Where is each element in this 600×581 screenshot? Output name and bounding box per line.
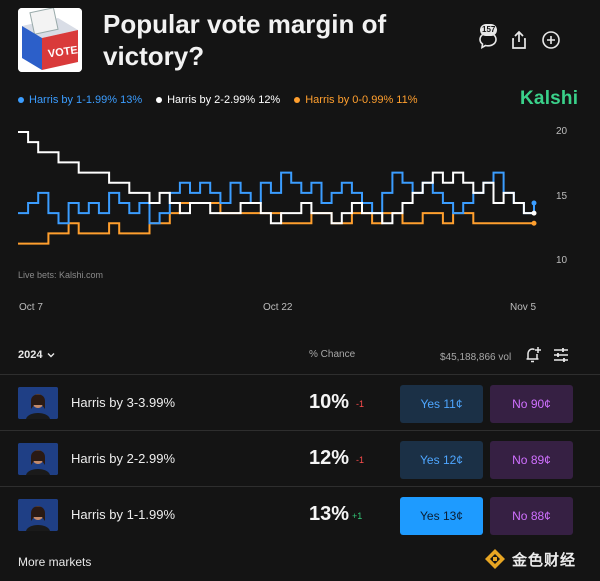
legend-item[interactable]: Harris by 0-0.99% 11%: [294, 94, 418, 106]
x-tick-label: Nov 5: [510, 302, 537, 313]
legend-dot: [18, 97, 24, 103]
buy-no-button[interactable]: No 89¢: [490, 441, 573, 479]
buy-yes-button[interactable]: Yes 11¢: [400, 385, 483, 423]
market-row[interactable]: Harris by 2-2.99% 12% -1 Yes 12¢ No 89¢: [0, 430, 600, 486]
jinse-logo-icon: [485, 549, 505, 569]
legend-label: Harris by 1-1.99% 13%: [29, 94, 143, 106]
candidate-portrait-icon: [18, 499, 58, 531]
legend-label: Harris by 0-0.99% 11%: [305, 94, 418, 106]
x-tick-label: Oct 7: [19, 302, 43, 313]
chance-delta: -1: [356, 399, 365, 409]
chance-value: 12%: [309, 447, 350, 469]
legend-item[interactable]: Harris by 1-1.99% 13%: [18, 94, 142, 106]
avatar: [18, 443, 58, 475]
market-label: Harris by 3-3.99%: [71, 395, 176, 410]
buy-yes-button[interactable]: Yes 13¢: [400, 497, 483, 535]
chart-watermark: Live bets: Kalshi.com: [18, 270, 104, 280]
buy-yes-button[interactable]: Yes 12¢: [400, 441, 483, 479]
bell-plus-icon: [526, 347, 541, 363]
series-endpoint: [531, 210, 537, 216]
share-button[interactable]: [507, 28, 531, 52]
comment-count-badge: 157: [480, 24, 498, 36]
series-endpoint: [531, 220, 537, 226]
more-markets-link[interactable]: More markets: [18, 555, 92, 569]
legend-label: Harris by 2-2.99% 12%: [167, 94, 281, 106]
market-thumbnail: VOTE!: [18, 8, 82, 72]
page-title: Popular vote margin of victory?: [103, 9, 387, 71]
x-tick-label: Oct 22: [263, 302, 293, 313]
market-header: VOTE! Popular vote margin of victory? 15…: [0, 0, 600, 86]
candidate-portrait-icon: [18, 443, 58, 475]
svg-text:VOTE!: VOTE!: [47, 44, 82, 61]
comment-icon: [479, 32, 497, 50]
jinse-logo: 金色财经: [484, 548, 576, 570]
legend-item[interactable]: Harris by 2-2.99% 12%: [156, 94, 280, 106]
alert-button[interactable]: [522, 344, 544, 366]
year-label: 2024: [18, 349, 43, 361]
filter-button[interactable]: [550, 344, 572, 366]
market-row[interactable]: Harris by 1-1.99% 13% +1 Yes 13¢ No 88¢: [0, 486, 600, 542]
sliders-icon: [554, 348, 568, 362]
kalshi-logo[interactable]: Kalshi: [520, 88, 579, 109]
series-line-0: [18, 171, 535, 225]
market-row[interactable]: Harris by 3-3.99% 10% -1 Yes 11¢ No 90¢: [0, 374, 600, 430]
y-tick-label: 10: [556, 255, 568, 266]
buy-no-button[interactable]: No 90¢: [490, 385, 573, 423]
series-line-1: [18, 131, 534, 225]
volume-text: $45,188,866 vol: [440, 352, 512, 363]
y-tick-label: 20: [556, 126, 568, 137]
chance-column-header: % Chance: [309, 349, 356, 360]
market-label: Harris by 1-1.99%: [71, 507, 176, 522]
chance-value: 10%: [309, 391, 350, 413]
add-button[interactable]: [539, 28, 563, 52]
avatar: [18, 499, 58, 531]
chart-legend: Harris by 1-1.99% 13% Harris by 2-2.99% …: [18, 92, 418, 108]
markets-table-header: 2024 % Chance $45,188,866 vol: [0, 340, 600, 370]
y-tick-label: 15: [556, 191, 568, 202]
jinse-logo-text: 金色财经: [512, 551, 577, 569]
share-icon: [512, 30, 526, 49]
avatar: [18, 387, 58, 419]
add-icon: [542, 31, 560, 49]
chance-value: 13%: [309, 503, 350, 525]
year-selector[interactable]: 2024: [18, 349, 56, 361]
chart-canvas: [18, 131, 537, 245]
series-endpoint: [531, 200, 537, 206]
chance-delta: +1: [352, 511, 363, 521]
market-label: Harris by 2-2.99%: [71, 451, 176, 466]
legend-dot: [156, 97, 163, 103]
comments-button[interactable]: [476, 28, 500, 52]
candidate-portrait-icon: [18, 387, 58, 419]
ballot-box-icon: VOTE!: [18, 8, 82, 72]
chevron-down-icon: [47, 353, 55, 358]
legend-dot: [294, 97, 301, 103]
price-chart[interactable]: Live bets: Kalshi.com Oct 7 Oct 22 Nov 5…: [0, 112, 600, 322]
buy-no-button[interactable]: No 88¢: [490, 497, 573, 535]
chance-delta: -1: [356, 455, 365, 465]
